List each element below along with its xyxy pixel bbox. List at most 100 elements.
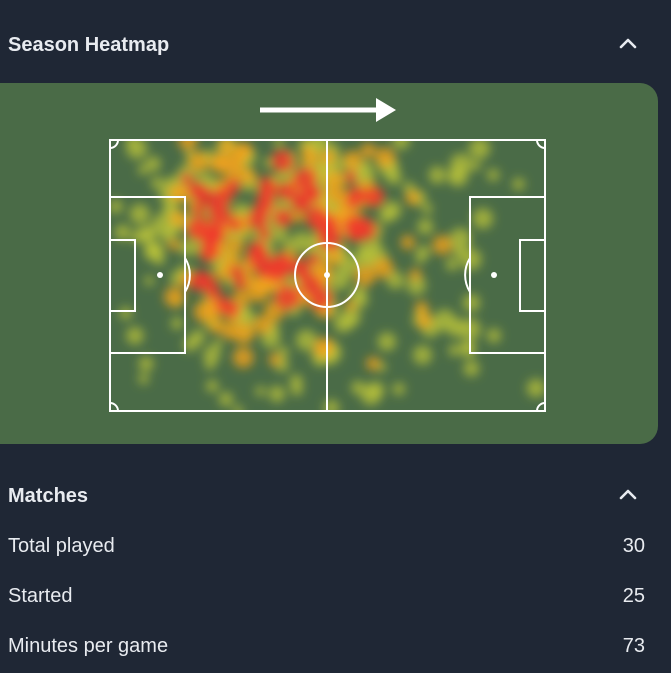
heat-blob	[422, 203, 433, 215]
heat-blob	[168, 238, 181, 251]
heat-blob	[254, 247, 267, 260]
heat-blob	[343, 150, 363, 170]
heat-blob	[216, 267, 230, 282]
heat-blob	[324, 170, 345, 191]
heat-blob	[326, 249, 343, 265]
heat-blob	[255, 386, 266, 397]
heat-blob	[450, 153, 472, 176]
heatmap-section-header[interactable]: Season Heatmap	[0, 24, 671, 64]
heat-blob	[218, 392, 234, 407]
heat-blob	[183, 337, 198, 352]
heat-blob	[226, 236, 244, 254]
heat-blob	[212, 339, 223, 350]
heat-blob	[233, 277, 247, 290]
heat-blob	[448, 344, 461, 357]
heat-blob	[290, 231, 312, 253]
stat-value: 73	[622, 635, 645, 657]
stat-label: Started	[8, 585, 73, 607]
heat-blob	[110, 199, 123, 214]
heat-blob	[260, 197, 275, 212]
heat-layer	[110, 140, 545, 411]
matches-section-header[interactable]: Matches	[0, 475, 671, 515]
heat-blob	[373, 257, 394, 279]
heat-blob	[428, 166, 446, 184]
heat-blob	[354, 265, 376, 287]
chevron-up-icon[interactable]	[619, 36, 637, 50]
pitch-lines	[109, 139, 546, 412]
heat-blob	[159, 227, 175, 243]
heat-blob	[344, 170, 358, 184]
heat-blob	[463, 360, 480, 377]
heat-blob	[417, 218, 434, 235]
heat-blob	[273, 207, 293, 228]
heat-blob	[150, 176, 163, 189]
heat-blob	[487, 168, 500, 182]
heat-blob	[138, 224, 157, 243]
heat-blob	[364, 186, 385, 207]
heat-blob	[178, 140, 198, 151]
heat-blob	[416, 245, 431, 259]
heat-blob	[333, 314, 353, 333]
heat-blob	[126, 326, 144, 345]
heat-blob	[257, 176, 276, 195]
heat-blob	[296, 194, 312, 210]
heat-blob	[343, 214, 368, 240]
heat-blob	[174, 186, 190, 202]
heat-blob	[164, 286, 185, 308]
heat-blob	[186, 216, 211, 241]
heat-blob	[218, 140, 234, 153]
heat-blob	[270, 149, 295, 173]
heat-blob	[192, 203, 205, 217]
heat-blob	[432, 235, 453, 255]
heat-blob	[196, 271, 216, 291]
heat-blob	[360, 142, 376, 159]
stat-row-total-played: Total played 30	[0, 525, 671, 565]
heat-blob	[114, 224, 131, 241]
stat-value: 25	[622, 585, 645, 607]
heatmap-panel	[0, 83, 658, 444]
heat-blob	[206, 379, 219, 393]
heat-blob	[194, 185, 214, 206]
heat-blob	[258, 227, 272, 241]
stat-label: Total played	[8, 535, 115, 557]
heat-blob	[273, 140, 285, 148]
heat-blob	[289, 374, 303, 388]
pitch-spots	[157, 272, 497, 278]
heat-blob	[295, 329, 317, 351]
chevron-up-icon[interactable]	[619, 487, 637, 501]
matches-section-title: Matches	[8, 485, 89, 507]
heat-blob	[299, 273, 322, 296]
heat-blob	[215, 296, 233, 315]
heat-blob	[512, 177, 525, 191]
heat-blob	[470, 160, 481, 171]
heat-blob	[137, 164, 149, 175]
heat-blob	[268, 385, 286, 403]
heat-blob	[292, 167, 317, 192]
heat-blob	[486, 328, 502, 343]
heatmap-section-title: Season Heatmap	[8, 34, 170, 56]
heat-blob	[415, 301, 428, 315]
heat-blob	[392, 140, 410, 150]
heat-blob	[392, 382, 406, 396]
heat-blob	[213, 187, 233, 207]
heat-blob	[351, 380, 365, 395]
heat-blob	[409, 268, 422, 281]
heat-blob	[460, 339, 476, 355]
heat-blob	[179, 239, 197, 257]
heat-blob	[445, 258, 459, 271]
heat-blob	[119, 306, 132, 320]
heat-blob	[270, 253, 294, 277]
heat-blob	[314, 337, 334, 357]
heat-blob	[526, 378, 545, 398]
heat-blob	[320, 149, 336, 166]
heat-blob	[144, 275, 155, 286]
stat-row-minutes-per-game: Minutes per game 73	[0, 625, 671, 665]
heat-blob	[261, 329, 281, 349]
heat-blob	[272, 226, 288, 243]
heat-blob	[253, 315, 273, 335]
heat-blob	[301, 145, 313, 157]
heatmap-canvas	[109, 98, 546, 412]
stat-label: Minutes per game	[8, 635, 169, 657]
heat-blob	[232, 322, 255, 344]
heat-blob	[138, 373, 150, 385]
